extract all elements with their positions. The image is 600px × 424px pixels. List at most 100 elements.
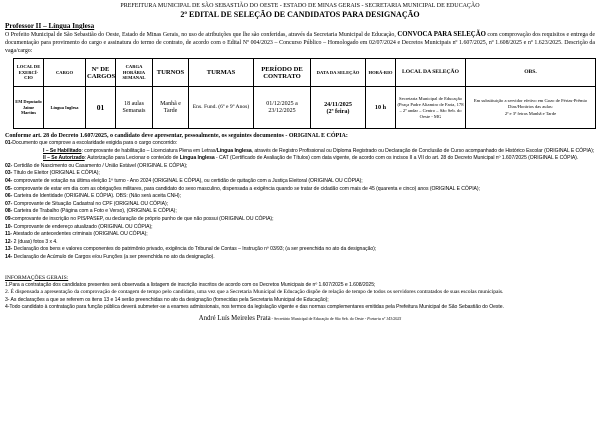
obs-line: 2ª e 3ª feiras Manhã e Tarde (504, 110, 557, 116)
signer-portaria: Portaria nº 143/2025 (367, 315, 402, 321)
cell-carga: 18 aulas Semanais (115, 86, 153, 129)
item-text: Título de Eleitor (ORIGINAL E CÓPIA); (12, 170, 100, 177)
cell-local-selecao: Secretaria Municipal de Educação (Praça … (395, 86, 466, 129)
info-item: 3- As declarações a que se referem os it… (5, 296, 329, 303)
item-text: 2 (duas) fotos 3 x 4. (12, 238, 58, 245)
col-header: HORÁ-RIO (365, 58, 396, 87)
selection-date: 24/11/2025 (324, 100, 352, 108)
signature: André Luís Meireles Prata - Secretário M… (5, 315, 595, 322)
role-title: Professor II – Língua Inglesa (5, 22, 95, 30)
list-item: 09-comprovante de inscrição no PIS/PASEP… (5, 216, 595, 224)
col-header: CARGA HORÁRIA SEMANAL (115, 58, 153, 87)
intro-text-1: O Prefeito Municipal de São Sebastião do… (5, 32, 398, 38)
list-item-habilitado: I – Se Habilitado: comprovante de habili… (5, 148, 595, 156)
item-text: Carteira de Trabalho (Página com a Foto … (12, 208, 177, 215)
item-number: 02- (5, 162, 13, 169)
habilitado-label: I – Se Habilitado (43, 147, 82, 154)
documents-list: 01-Documento que comprove a escolaridade… (5, 140, 595, 262)
col-header: Nº DE CARGOS (85, 58, 116, 87)
intro-text-2: com comprovação dos requisitos e entrega… (5, 32, 595, 54)
list-item: 07- Comprovante de Situação Cadastral no… (5, 201, 595, 209)
cell-turnos: Manhã e Tarde (152, 86, 189, 129)
col-header: LOCAL DA SELEÇÃO (395, 58, 466, 87)
item-number: 11- (5, 231, 12, 238)
item-number: 06- (5, 193, 13, 200)
list-item: 08- Carteira de Trabalho (Página com a F… (5, 208, 595, 216)
item-number: 14- (5, 253, 13, 260)
intro-paragraph: O Prefeito Municipal de São Sebastião do… (5, 31, 595, 55)
cell-obs: Em substituição a servidor efetivo em Go… (465, 86, 596, 129)
col-header: LOCAL DE EXERCÍ-CIO (13, 58, 44, 87)
list-item: 05- comprovante de estar em dia com as o… (5, 186, 595, 194)
item-text: comprovante de estar em dia com as obrig… (12, 185, 480, 192)
item-number: 08- (5, 208, 13, 215)
cell-turmas: Ens. Fund. (6º e 9º Anos) (188, 86, 254, 129)
obs-line: Em substituição a servidor efetivo em Go… (473, 97, 588, 103)
vacancy-table: LOCAL DE EXERCÍ-CIO CARGO Nº DE CARGOS C… (13, 58, 596, 129)
signer-role: - Secretário Municipal de Educação de Sã… (270, 315, 368, 321)
item-number: 04- (5, 177, 13, 184)
col-header: OBS. (465, 58, 596, 87)
list-item-autorizado: II – Se Autorizado: Autorização para Lec… (5, 155, 595, 163)
obs-line: Dias/Horários das aulas: (508, 104, 553, 110)
item-text: Certidão de Nascimento ou Casamento / Un… (12, 162, 188, 169)
info-item: 1.Para a contratação dos candidatos pres… (5, 281, 376, 288)
item-number: 01- (5, 140, 13, 146)
item-number: 05- (5, 185, 13, 192)
item-number: 03- (5, 170, 13, 177)
list-item: 04- comprovante de votação na última ele… (5, 178, 595, 186)
list-item: 14- Declaração de Acúmulo de Cargos e/ou… (5, 254, 595, 262)
item-number: 10- (5, 223, 13, 230)
list-item: 12- 2 (duas) fotos 3 x 4. (5, 239, 595, 247)
item-number: 07- (5, 200, 13, 207)
info-heading: INFORMAÇÕES GERAIS: (5, 274, 69, 281)
autorizado-label: II – Se Autorizado (43, 155, 85, 162)
org-header: PREFEITURA MUNICIPAL DE SÃO SEBASTIÃO DO… (120, 3, 480, 9)
intro-bold: CONVOCA PARA SELEÇÃO (397, 31, 486, 38)
list-item: 13- Declaração dos bens e valores compon… (5, 246, 595, 254)
item-text: comprovante de votação na última eleição… (12, 177, 363, 184)
item-text: , através de Registro Profissional ou Di… (251, 147, 595, 154)
document-page: PREFEITURA MUNICIPAL DE SÃO SEBASTIÃO DO… (5, 2, 596, 322)
item-text: Declaração dos bens e valores componente… (12, 246, 377, 253)
table-header-row: LOCAL DE EXERCÍ-CIO CARGO Nº DE CARGOS C… (13, 58, 596, 87)
list-item: 10- Comprovante de endereço atualizado (… (5, 224, 595, 232)
list-item: 11- Atestado de antecedentes criminais (… (5, 231, 595, 239)
cell-local: EM Deputado Jaime Martins (13, 86, 44, 129)
item-number: 09- (5, 215, 13, 222)
item-text: comprovante de inscrição no PIS/PASEP, o… (12, 215, 274, 222)
item-text: Atestado de antecedentes criminais (ORIG… (11, 231, 148, 238)
list-item: 06- Carteira de Identidade (ORIGINAL E C… (5, 193, 595, 201)
cell-data: 24/11/2025 (2ª feira) (310, 86, 366, 129)
col-header: PERÍODO DE CONTRATO (253, 58, 311, 87)
table-row: EM Deputado Jaime Martins Língua Inglesa… (13, 86, 596, 129)
list-item: 03- Título de Eleitor (ORIGINAL E CÓPIA)… (5, 170, 595, 178)
item-text: Documento que comprove a escolaridade ex… (12, 140, 178, 146)
item-bold: Língua Inglesa (179, 155, 215, 162)
item-text: Comprovante de endereço atualizado (ORIG… (12, 223, 153, 230)
item-text: Declaração de Acúmulo de Cargos e/ou Fun… (12, 253, 215, 260)
cell-periodo: 01/12/2025 a 23/12/2025 (253, 86, 311, 129)
col-header: TURNOS (152, 58, 189, 87)
item-text: : comprovante de habilitação – Licenciat… (81, 147, 217, 154)
item-text: : Autorização para Lecionar o conteúdo d… (84, 155, 180, 162)
signer-name: André Luís Meireles Prata (198, 314, 271, 322)
conforme-statement: Conforme art. 28 do Decreto 1.607/2025, … (5, 133, 348, 139)
col-header: TURMAS (188, 58, 254, 87)
info-item: 4-Todo candidato à contratação para funç… (5, 304, 504, 311)
item-text: Comprovante de Situação Cadastral no CPF… (12, 200, 169, 207)
selection-weekday: (2ª feira) (326, 107, 350, 115)
item-number: 12- (5, 238, 13, 245)
list-item: 02- Certidão de Nascimento ou Casamento … (5, 163, 595, 171)
col-header: CARGO (43, 58, 86, 87)
item-text: - CAT (Certificado de Avaliação de Títul… (214, 155, 579, 162)
info-list: 1.Para a contratação dos candidatos pres… (5, 282, 595, 312)
cell-num: 01 (85, 86, 116, 129)
page-title: 2º EDITAL DE SELEÇÃO DE CANDIDATOS PARA … (180, 10, 420, 19)
item-number: 13- (5, 246, 13, 253)
info-item: 2. É dispensada a apresentação da compro… (5, 289, 504, 296)
col-header: DATA DA SELEÇÃO (310, 58, 366, 87)
cell-cargo: Língua Inglesa (43, 86, 86, 129)
item-bold: Língua Inglesa (216, 147, 252, 154)
cell-horario: 10 h (365, 86, 396, 129)
